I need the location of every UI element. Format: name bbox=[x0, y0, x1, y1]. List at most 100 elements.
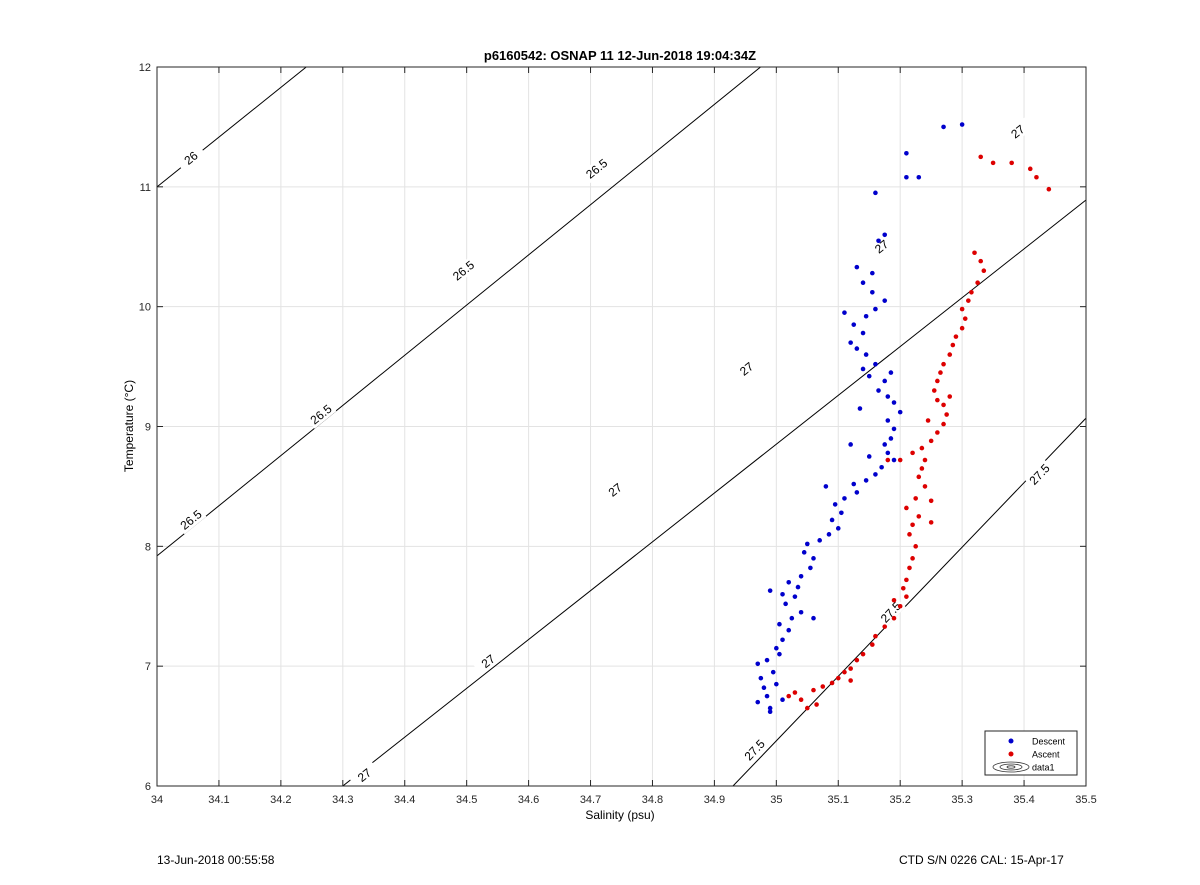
grid bbox=[156, 66, 1087, 787]
legend-label: Ascent bbox=[1032, 750, 1060, 760]
descent-point bbox=[904, 150, 909, 156]
x-axis-label: Salinity (psu) bbox=[585, 808, 654, 822]
descent-point bbox=[823, 484, 829, 489]
ascent-point bbox=[928, 438, 934, 444]
y-tick-label: 9 bbox=[145, 422, 151, 434]
ascent-point bbox=[870, 642, 875, 647]
descent-point bbox=[755, 661, 761, 667]
contour-label-bg bbox=[175, 143, 207, 173]
x-tick-label: 35.4 bbox=[1013, 794, 1034, 806]
ascent-point bbox=[931, 388, 937, 393]
descent-point bbox=[888, 436, 894, 441]
legend-marker-descent bbox=[1008, 738, 1014, 744]
descent-point bbox=[941, 124, 946, 130]
descent-point bbox=[873, 472, 878, 477]
ascent-point bbox=[975, 280, 980, 286]
ascent-point bbox=[916, 514, 922, 519]
ascent-point bbox=[913, 544, 918, 549]
contour-label-bg bbox=[175, 505, 207, 535]
ascent-point bbox=[922, 484, 928, 489]
contour-line bbox=[342, 199, 1086, 786]
ascent-point bbox=[904, 505, 909, 511]
x-tick-label: 34.9 bbox=[704, 794, 725, 806]
ascent-point bbox=[820, 684, 826, 689]
descent-point bbox=[842, 310, 847, 315]
ascent-point bbox=[854, 657, 860, 663]
descent-point bbox=[755, 699, 761, 705]
descent-point bbox=[842, 496, 847, 501]
y-axis-label: Temperature (°C) bbox=[122, 380, 136, 472]
x-tick-label: 34.4 bbox=[394, 794, 415, 806]
descent-point bbox=[792, 594, 798, 599]
descent-point bbox=[826, 532, 832, 537]
ascent-point bbox=[891, 597, 897, 603]
ascent-point bbox=[904, 594, 909, 599]
ascent-point bbox=[935, 397, 940, 403]
footer-timestamp: 13-Jun-2018 00:55:58 bbox=[157, 853, 275, 867]
contour-label-bg bbox=[473, 647, 504, 676]
descent-point bbox=[786, 627, 792, 633]
ascent-point bbox=[935, 430, 940, 435]
descent-point bbox=[851, 481, 857, 487]
descent-point bbox=[767, 709, 773, 715]
ascent-point bbox=[860, 651, 866, 657]
ascent-point bbox=[928, 498, 934, 504]
density-contours: 2626.526.526.526.527272727272727.527.527… bbox=[157, 67, 1086, 790]
descent-point bbox=[805, 541, 810, 547]
descent-point bbox=[848, 442, 853, 447]
descent-point bbox=[839, 510, 844, 516]
descent-point bbox=[959, 122, 965, 127]
series-descent bbox=[755, 122, 965, 715]
ascent-point bbox=[916, 474, 922, 480]
descent-point bbox=[780, 637, 785, 643]
ascent-point bbox=[928, 520, 934, 525]
ascent-point bbox=[848, 666, 853, 671]
y-tick-label: 8 bbox=[145, 541, 151, 553]
ascent-point bbox=[897, 603, 903, 609]
legend-label: data1 bbox=[1032, 763, 1055, 773]
series-ascent bbox=[786, 154, 1052, 711]
descent-point bbox=[811, 615, 816, 621]
y-tick-label: 7 bbox=[145, 661, 151, 673]
x-tick-label: 35 bbox=[770, 794, 782, 806]
descent-point bbox=[873, 190, 878, 196]
contour-label-bg bbox=[866, 232, 897, 261]
descent-point bbox=[854, 346, 860, 351]
ascent-point bbox=[848, 678, 853, 683]
descent-point bbox=[888, 370, 894, 375]
descent-point bbox=[885, 418, 891, 423]
descent-point bbox=[882, 232, 888, 238]
descent-point bbox=[882, 378, 888, 384]
descent-point bbox=[808, 565, 813, 571]
ascent-point bbox=[1027, 166, 1033, 172]
descent-point bbox=[770, 669, 776, 675]
x-tick-label: 34.7 bbox=[580, 794, 601, 806]
ascent-point bbox=[919, 445, 925, 451]
descent-point bbox=[774, 681, 779, 687]
descent-point bbox=[863, 352, 869, 357]
y-tick-labels: 6 7 8 9 10 11 12 bbox=[139, 62, 151, 793]
ascent-point bbox=[950, 342, 956, 348]
descent-point bbox=[801, 550, 807, 555]
ascent-point bbox=[953, 334, 959, 339]
descent-point bbox=[758, 675, 764, 681]
descent-point bbox=[882, 442, 888, 447]
plot-frame bbox=[156, 66, 1087, 787]
descent-point bbox=[780, 697, 785, 703]
ascent-point bbox=[972, 250, 977, 256]
descent-point bbox=[863, 313, 869, 319]
legend-contour-icon-inner bbox=[999, 763, 1023, 771]
descent-point bbox=[891, 426, 897, 432]
descent-point bbox=[860, 366, 866, 372]
descent-point bbox=[764, 693, 770, 699]
descent-point bbox=[767, 588, 773, 593]
descent-point bbox=[860, 330, 866, 336]
legend-contour-icon bbox=[992, 761, 1030, 773]
descent-point bbox=[761, 685, 767, 691]
descent-point bbox=[916, 174, 922, 180]
descent-point bbox=[832, 502, 838, 507]
descent-point bbox=[873, 306, 878, 312]
x-tick-label: 34.3 bbox=[332, 794, 353, 806]
